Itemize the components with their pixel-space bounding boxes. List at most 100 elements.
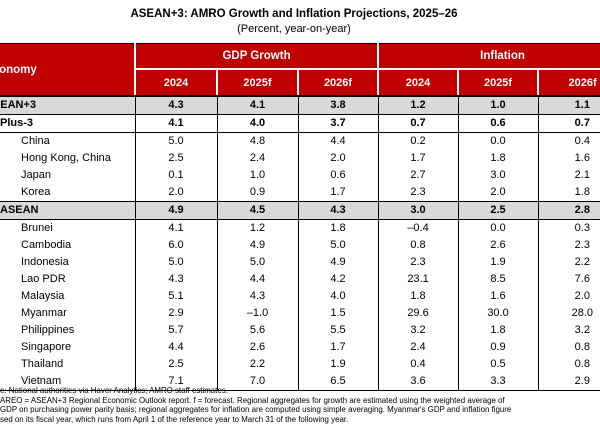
- cell-gdp-2024: 4.4: [134, 339, 217, 356]
- cell-inflation-2024: 2.3: [377, 184, 459, 202]
- cell-inflation-2024: 3.0: [377, 201, 459, 220]
- cell-inflation-2025f: 8.5: [457, 271, 539, 288]
- cell-inflation-2025f: 2.6: [457, 237, 539, 254]
- cell-gdp-2024: 4.3: [134, 95, 217, 115]
- footnotes: e: National authorities via Haver Analyt…: [0, 386, 600, 425]
- footnote-line-1: e: National authorities via Haver Analyt…: [0, 386, 228, 395]
- cell-gdp-2026f: 1.7: [297, 184, 379, 202]
- cell-gdp-2024: 2.9: [134, 305, 217, 322]
- cell-inflation-2026f: 28.0: [537, 305, 600, 322]
- row-label: Vietnam: [0, 373, 135, 391]
- cell-inflation-2024: 2.3: [377, 254, 459, 271]
- footnote-line-4: sed on its fiscal year, which runs from …: [0, 415, 349, 425]
- cell-gdp-2026f: 5.0: [297, 237, 379, 254]
- row-label: Indonesia: [0, 254, 135, 271]
- cell-gdp-2026f: 4.3: [297, 201, 379, 220]
- cell-gdp-2026f: 0.6: [297, 167, 379, 184]
- cell-gdp-2025f: 4.5: [216, 201, 298, 220]
- footnote-line-2: AREO = ASEAN+3 Regional Economic Outlook…: [0, 395, 505, 405]
- cell-inflation-2024: –0.4: [377, 219, 459, 237]
- table-row-singapore: Singapore 4.4 2.6 1.7 2.4 0.9 0.8: [0, 339, 600, 356]
- year-header-gdp-2025f: 2025f: [216, 69, 298, 97]
- cell-inflation-2026f: 0.4: [537, 132, 600, 150]
- row-label: Hong Kong, China: [0, 150, 135, 167]
- cell-inflation-2025f: 1.8: [457, 322, 539, 339]
- cell-gdp-2026f: 5.5: [297, 322, 379, 339]
- cell-inflation-2024: 2.4: [377, 339, 459, 356]
- cell-inflation-2026f: 2.1: [537, 167, 600, 184]
- table-row-vietnam: Vietnam 7.1 7.0 6.5 3.6 3.3 2.9: [0, 373, 600, 391]
- cell-gdp-2024: 6.0: [134, 237, 217, 254]
- cell-gdp-2025f: 4.9: [216, 237, 298, 254]
- cell-gdp-2024: 0.1: [134, 167, 217, 184]
- row-label: Myanmar: [0, 305, 135, 322]
- projections-table: Economy GDP Growth Inflation 2024 2025f …: [0, 43, 600, 391]
- cell-gdp-2024: 2.0: [134, 184, 217, 202]
- cell-gdp-2024: 4.1: [134, 114, 217, 133]
- table-row-korea: Korea 2.0 0.9 1.7 2.3 2.0 1.8: [0, 184, 600, 202]
- table-row-hong-kong-china: Hong Kong, China 2.5 2.4 2.0 1.7 1.8 1.6: [0, 150, 600, 167]
- cell-inflation-2024: 0.7: [377, 114, 459, 133]
- row-label: Lao PDR: [0, 271, 135, 288]
- row-label: Singapore: [0, 339, 135, 356]
- page-subtitle: (Percent, year-on-year): [237, 23, 351, 35]
- cell-gdp-2024: 7.1: [134, 373, 217, 391]
- cell-inflation-2024: 0.4: [377, 356, 459, 373]
- cell-inflation-2025f: 1.0: [457, 95, 539, 115]
- cell-inflation-2024: 3.6: [377, 373, 459, 391]
- table-row-brunei: Brunei 4.1 1.2 1.8 –0.4 0.0 0.3: [0, 219, 600, 237]
- cell-gdp-2025f: 2.6: [216, 339, 298, 356]
- table-row-myanmar: Myanmar 2.9 –1.0 1.5 29.6 30.0 28.0: [0, 305, 600, 322]
- cell-inflation-2025f: 2.5: [457, 201, 539, 220]
- cell-gdp-2025f: 1.0: [216, 167, 298, 184]
- cell-inflation-2026f: 0.8: [537, 339, 600, 356]
- cell-gdp-2024: 5.1: [134, 288, 217, 305]
- year-header-inflation-2024: 2024: [377, 69, 459, 97]
- cell-gdp-2025f: 2.4: [216, 150, 298, 167]
- row-label: Plus-3: [0, 114, 135, 133]
- cell-gdp-2026f: 2.0: [297, 150, 379, 167]
- cell-gdp-2026f: 3.7: [297, 114, 379, 133]
- row-label: Philippines: [0, 322, 135, 339]
- cell-gdp-2024: 5.0: [134, 254, 217, 271]
- table-row-indonesia: Indonesia 5.0 5.0 4.9 2.3 1.9 2.2: [0, 254, 600, 271]
- cell-inflation-2025f: 0.0: [457, 132, 539, 150]
- cell-gdp-2025f: 5.6: [216, 322, 298, 339]
- year-header-inflation-2025f: 2025f: [457, 69, 539, 97]
- cell-inflation-2025f: 0.5: [457, 356, 539, 373]
- gdp-growth-group-header: GDP Growth: [133, 43, 379, 70]
- cell-inflation-2026f: 2.2: [537, 254, 600, 271]
- cell-inflation-2026f: 0.8: [537, 356, 600, 373]
- table-row-philippines: Philippines 5.7 5.6 5.5 3.2 1.8 3.2: [0, 322, 600, 339]
- table-row-cambodia: Cambodia 6.0 4.9 5.0 0.8 2.6 2.3: [0, 237, 600, 254]
- cell-inflation-2026f: 2.8: [537, 201, 600, 220]
- cell-gdp-2025f: 1.2: [216, 219, 298, 237]
- table-body: ASEAN+34.34.13.81.21.01.1Plus-34.14.03.7…: [0, 95, 600, 391]
- cell-gdp-2025f: 2.2: [216, 356, 298, 373]
- cell-gdp-2025f: 0.9: [216, 184, 298, 202]
- cell-gdp-2024: 5.0: [134, 132, 217, 150]
- cell-inflation-2026f: 0.3: [537, 219, 600, 237]
- cell-inflation-2025f: 0.0: [457, 219, 539, 237]
- cell-inflation-2024: 1.7: [377, 150, 459, 167]
- cell-inflation-2026f: 2.0: [537, 288, 600, 305]
- cell-inflation-2025f: 3.0: [457, 167, 539, 184]
- cell-inflation-2026f: 0.7: [537, 114, 600, 133]
- group-header-row: Economy GDP Growth Inflation: [0, 43, 600, 97]
- footnote-line-3: GDP on purchasing power parity basis; re…: [0, 405, 512, 415]
- cell-gdp-2024: 2.5: [134, 150, 217, 167]
- cell-gdp-2025f: 4.0: [216, 114, 298, 133]
- year-header-gdp-2026f: 2026f: [296, 69, 379, 97]
- cell-gdp-2024: 4.9: [134, 201, 217, 220]
- cell-inflation-2026f: 3.2: [537, 322, 600, 339]
- table-row-asean-3: ASEAN+34.34.13.81.21.01.1: [0, 95, 600, 115]
- cell-inflation-2026f: 1.6: [537, 150, 600, 167]
- cell-gdp-2024: 4.1: [134, 219, 217, 237]
- row-label: Cambodia: [0, 237, 135, 254]
- year-header-inflation-2026f: 2026f: [537, 69, 600, 97]
- table-row-china: China 5.0 4.8 4.4 0.2 0.0 0.4: [0, 132, 600, 150]
- cell-gdp-2026f: 4.9: [297, 254, 379, 271]
- cell-inflation-2025f: 1.9: [457, 254, 539, 271]
- cell-gdp-2026f: 1.5: [297, 305, 379, 322]
